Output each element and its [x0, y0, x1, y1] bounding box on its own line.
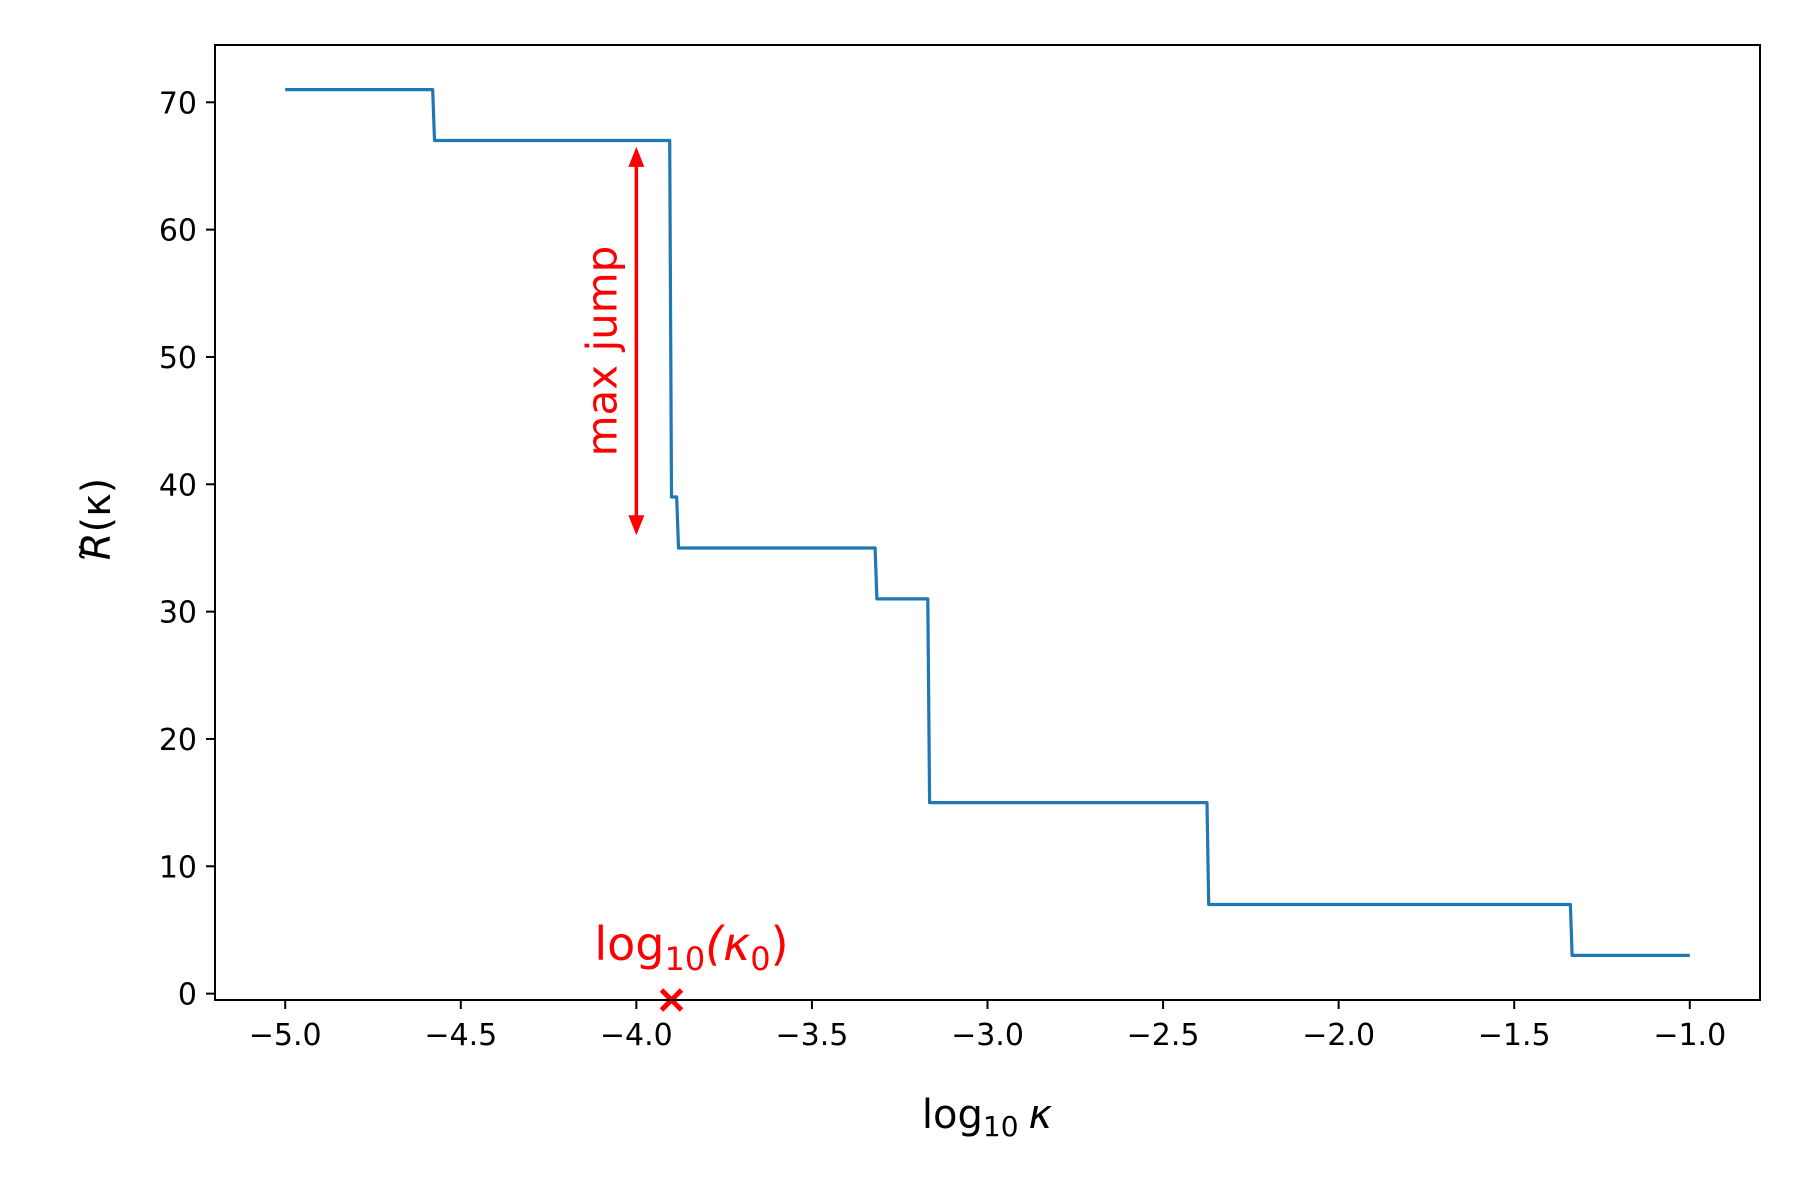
y-tick-label: 0: [178, 978, 197, 1013]
y-tick-label: 50: [159, 341, 197, 376]
max-jump-arrow-head-top: [628, 146, 645, 167]
y-tick-label: 70: [159, 86, 197, 121]
x-tick-label: −4.5: [424, 1018, 497, 1053]
x-tick-label: −4.0: [600, 1018, 673, 1053]
y-tick-label: 20: [159, 723, 197, 758]
x-tick-label: −2.0: [1302, 1018, 1375, 1053]
x-tick-label: −2.5: [1127, 1018, 1200, 1053]
y-tick-label: 40: [159, 468, 197, 503]
kappa0-label-label-paren-close: ): [771, 917, 789, 971]
max-jump-label: max jump: [577, 246, 626, 457]
x-axis-title-sub: 10: [983, 1110, 1019, 1143]
x-tick-label: −1.0: [1653, 1018, 1726, 1053]
max-jump-arrow-head-bottom: [628, 515, 645, 536]
x-axis-title-symbol: κ: [1029, 1092, 1053, 1138]
y-tick-label: 60: [159, 214, 197, 249]
x-tick-label: −3.5: [776, 1018, 849, 1053]
kappa0-label-label-paren-open: (κ: [705, 917, 750, 971]
x-axis-title-base: log: [922, 1092, 983, 1138]
kappa0-label-label-sub: 10: [664, 940, 705, 978]
y-axis-title-arg: (κ): [74, 478, 120, 533]
x-tick-label: −3.0: [951, 1018, 1024, 1053]
kappa0-label-label-base: log: [594, 917, 664, 971]
y-axis-title-tilde: ˜: [74, 542, 120, 562]
annotation-layer: max jump log10(κ0): [577, 146, 789, 1012]
y-axis-title-symbol: R: [74, 533, 120, 561]
y-axis-ticks: 0 10 20 30 40 50 60 70: [159, 86, 215, 1013]
y-axis-title: ˜R(κ): [74, 478, 120, 563]
x-axis-ticks: −5.0 −4.5 −4.0 −3.5 −3.0 −2.5 −2.0 −1.5 −1.0: [249, 1000, 1726, 1053]
y-tick-label: 10: [159, 850, 197, 885]
x-tick-label: −1.5: [1478, 1018, 1551, 1053]
x-tick-label: −5.0: [249, 1018, 322, 1053]
y-tick-label: 30: [159, 596, 197, 631]
x-axis-title: log10 κ: [922, 1092, 1053, 1143]
series-line-0: [285, 87, 1690, 958]
series-layer: [285, 87, 1690, 958]
kappa0-label-label-sub2: 0: [750, 940, 770, 978]
kappa0-label: log10(κ0): [594, 917, 788, 978]
